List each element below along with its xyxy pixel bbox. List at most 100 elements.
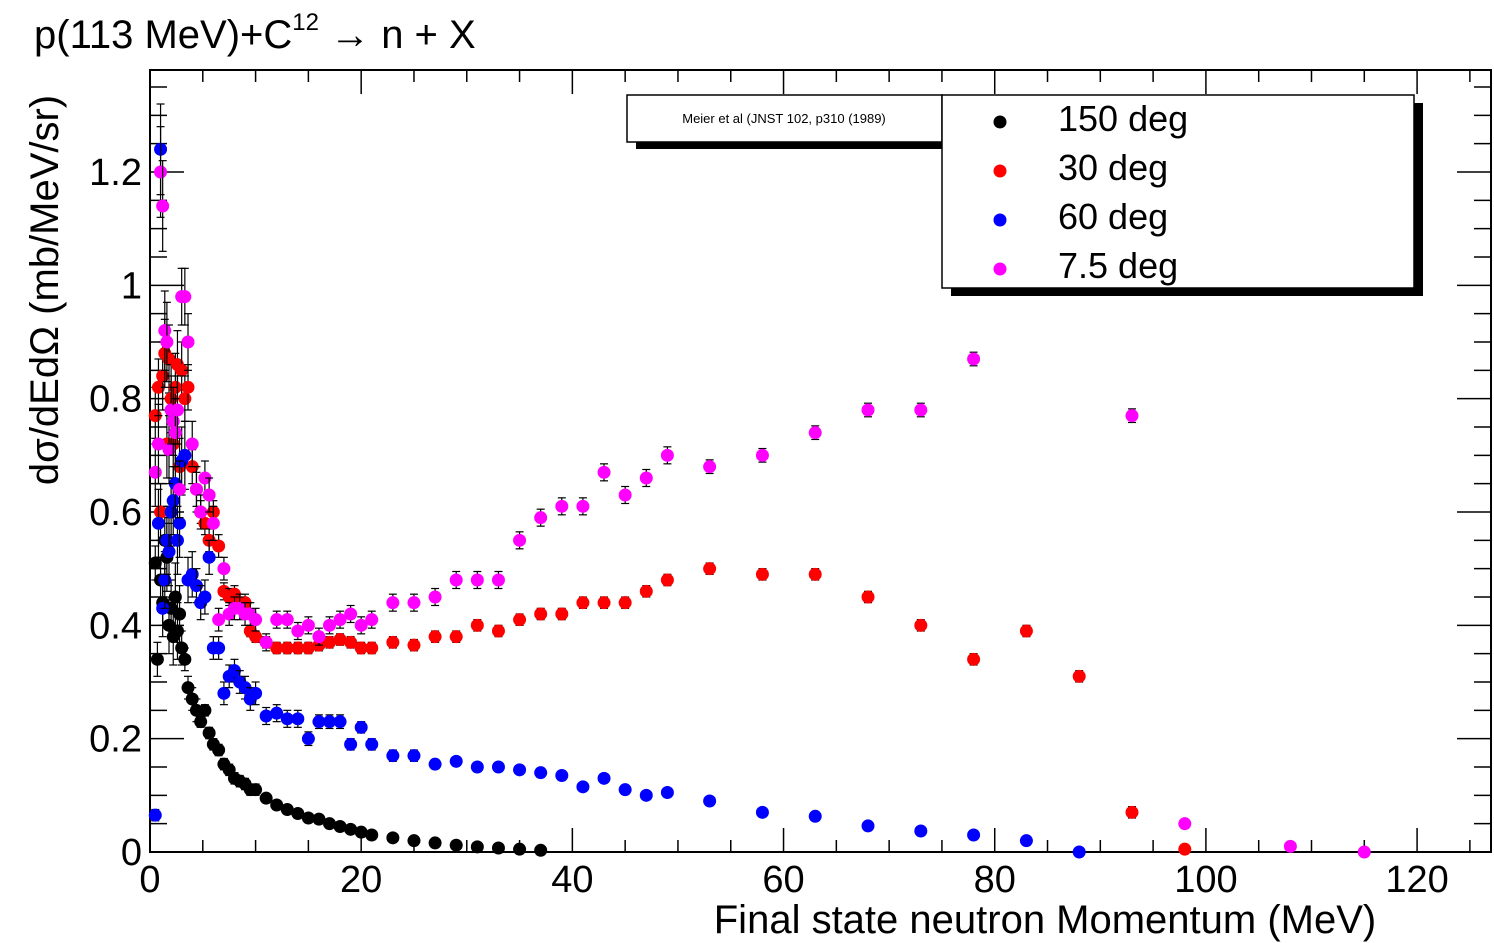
legend: 150 deg 30 deg 60 deg 7.5 deg [941, 94, 1423, 296]
data-point [194, 505, 208, 519]
data-point [333, 613, 347, 627]
legend-marker [993, 213, 1007, 227]
data-point [1125, 409, 1139, 423]
data-point [1178, 817, 1192, 831]
data-point [354, 825, 368, 839]
x-tick-label: 40 [551, 859, 593, 901]
data-point [407, 638, 421, 652]
data-point [333, 715, 347, 729]
data-point [491, 841, 505, 855]
data-point [513, 842, 527, 856]
reference-box-frame [626, 94, 943, 143]
data-point [148, 808, 162, 822]
data-point [354, 641, 368, 655]
data-point [639, 471, 653, 485]
chart-title: p(113 MeV)+C12 → n + X [34, 9, 476, 57]
data-point [156, 199, 170, 213]
data-point [150, 652, 164, 666]
data-point [227, 664, 241, 678]
data-point [534, 511, 548, 525]
y-tick-label: 0.8 [89, 379, 142, 421]
y-tick-label: 0.2 [89, 719, 142, 761]
data-point [555, 499, 569, 513]
data-point [1019, 834, 1033, 848]
y-axis-title: dσ/dEdΩ (mb/MeV/sr) [23, 95, 67, 485]
data-point [168, 590, 182, 604]
data-point [185, 437, 199, 451]
data-point [178, 290, 192, 304]
x-tick-label: 60 [762, 859, 804, 901]
data-point [597, 465, 611, 479]
data-point [597, 596, 611, 610]
data-point [154, 505, 168, 519]
data-point [428, 630, 442, 644]
data-point [660, 448, 674, 462]
data-point [534, 607, 548, 621]
data-point [151, 437, 165, 451]
data-point [333, 633, 347, 646]
data-point [1019, 624, 1033, 638]
data-point [212, 743, 226, 757]
legend-label: 60 deg [1058, 196, 1168, 237]
data-point [178, 652, 192, 666]
data-point [1072, 669, 1086, 683]
data-point [386, 596, 400, 610]
data-point [470, 760, 484, 774]
data-point [344, 607, 358, 621]
data-point [344, 822, 358, 836]
data-point [178, 448, 192, 462]
data-point [189, 579, 203, 593]
plot-border [149, 69, 1492, 853]
data-point [291, 806, 305, 820]
data-point [202, 726, 216, 740]
data-point [160, 533, 174, 547]
data-point [449, 573, 463, 587]
data-point [168, 426, 182, 440]
data-point [291, 624, 305, 638]
y-tick-label: 0.6 [89, 492, 142, 534]
data-point [808, 426, 822, 440]
data-point [703, 562, 717, 576]
data-point [198, 471, 212, 485]
data-point [333, 820, 347, 833]
data-point [597, 771, 611, 785]
data-point [576, 780, 590, 794]
y-tick-label: 0.4 [89, 605, 142, 647]
data-point [212, 613, 226, 627]
data-point [178, 392, 192, 406]
data-point [354, 720, 368, 734]
data-point [365, 641, 379, 655]
data-point [703, 794, 717, 808]
data-point [513, 763, 527, 777]
data-point [148, 465, 162, 479]
data-point [249, 686, 263, 700]
data-point [249, 630, 263, 644]
data-point [238, 681, 252, 695]
data-point [1283, 839, 1297, 853]
data-point [166, 494, 180, 508]
data-point [365, 828, 379, 842]
data-point [914, 618, 928, 632]
y-tick-label: 0 [121, 832, 142, 874]
data-point [755, 448, 769, 462]
x-tick-label: 120 [1385, 859, 1448, 901]
x-tick-label: 20 [340, 859, 382, 901]
data-point [323, 817, 337, 831]
data-point [386, 635, 400, 649]
data-point [249, 613, 263, 627]
x-tick-label: 0 [139, 859, 160, 901]
x-axis-title: Final state neutron Momentum (MeV) [714, 898, 1376, 942]
chart-title-superscript: 12 [292, 9, 319, 36]
data-point [217, 686, 231, 700]
data-point [212, 641, 226, 655]
data-point [555, 607, 569, 621]
data-point [491, 760, 505, 774]
series-60-deg [148, 103, 1086, 859]
data-point [189, 482, 203, 496]
data-point [808, 809, 822, 823]
data-point [618, 596, 632, 610]
data-point [323, 715, 337, 729]
data-point [301, 641, 315, 655]
data-point [344, 635, 358, 649]
data-point [386, 749, 400, 763]
